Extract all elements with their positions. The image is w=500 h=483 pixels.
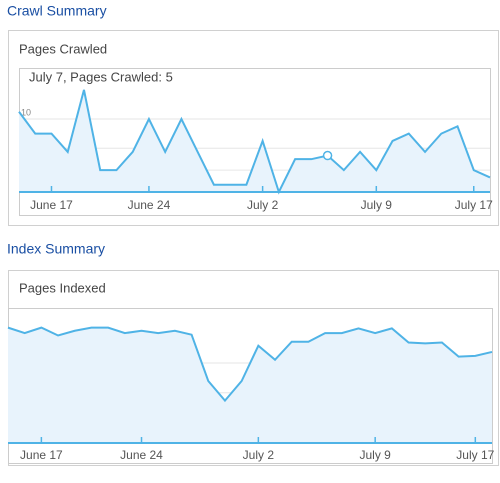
x-tick-label: July 17 bbox=[455, 198, 493, 212]
panel-title: Pages Indexed bbox=[19, 280, 106, 295]
y-tick-label: 10 bbox=[21, 107, 31, 117]
line bbox=[7, 326, 493, 403]
x-tick-label: July 2 bbox=[243, 448, 275, 462]
x-tick-label: July 2 bbox=[247, 198, 279, 212]
x-tick-label: June 24 bbox=[128, 198, 171, 212]
section-heading: Index Summary bbox=[7, 241, 105, 257]
annotation: July 7, Pages Crawled: 5 bbox=[29, 69, 173, 84]
x-tick-label: July 9 bbox=[361, 198, 393, 212]
x-tick-label: June 17 bbox=[20, 448, 63, 462]
x-tick-label: June 17 bbox=[30, 198, 73, 212]
line bbox=[18, 89, 491, 195]
x-tick-label: July 17 bbox=[456, 448, 494, 462]
x-tick-label: July 9 bbox=[359, 448, 391, 462]
panel-title: Pages Crawled bbox=[19, 41, 107, 56]
hover-marker bbox=[322, 150, 333, 161]
area bbox=[8, 327, 492, 443]
section-heading: Crawl Summary bbox=[7, 3, 107, 19]
x-tick-label: June 24 bbox=[120, 448, 163, 462]
